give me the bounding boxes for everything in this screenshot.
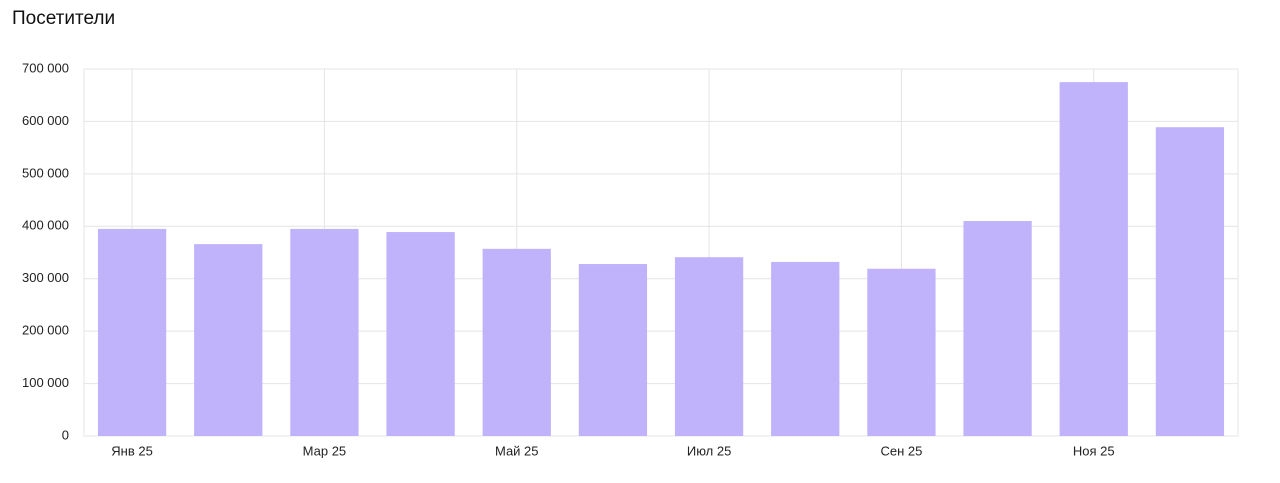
y-tick-label: 500 000 (22, 165, 69, 180)
y-tick-label: 700 000 (22, 60, 69, 75)
bar (1155, 127, 1225, 437)
chart-title: Посетители (12, 8, 115, 29)
y-tick-label: 600 000 (22, 113, 69, 128)
bar (194, 244, 263, 436)
y-tick-label: 200 000 (22, 323, 69, 338)
bar (963, 221, 1032, 436)
x-tick-label: Янв 25 (111, 443, 153, 458)
bar (674, 257, 744, 436)
bar (482, 248, 551, 436)
y-tick-label: 400 000 (22, 218, 69, 233)
x-tick-label: Май 25 (495, 443, 539, 458)
bar (1059, 82, 1128, 436)
bar (290, 228, 359, 436)
bar (771, 261, 840, 436)
x-tick-label: Ноя 25 (1073, 443, 1115, 458)
bar (578, 264, 648, 436)
bar (867, 268, 936, 436)
y-tick-label: 0 (62, 427, 69, 442)
bar (386, 232, 455, 436)
x-tick-label: Мар 25 (303, 443, 347, 458)
x-tick-label: Сен 25 (880, 443, 922, 458)
y-tick-label: 300 000 (22, 270, 69, 285)
y-tick-label: 100 000 (22, 375, 69, 390)
x-tick-label: Июл 25 (687, 443, 731, 458)
bar (97, 228, 167, 436)
